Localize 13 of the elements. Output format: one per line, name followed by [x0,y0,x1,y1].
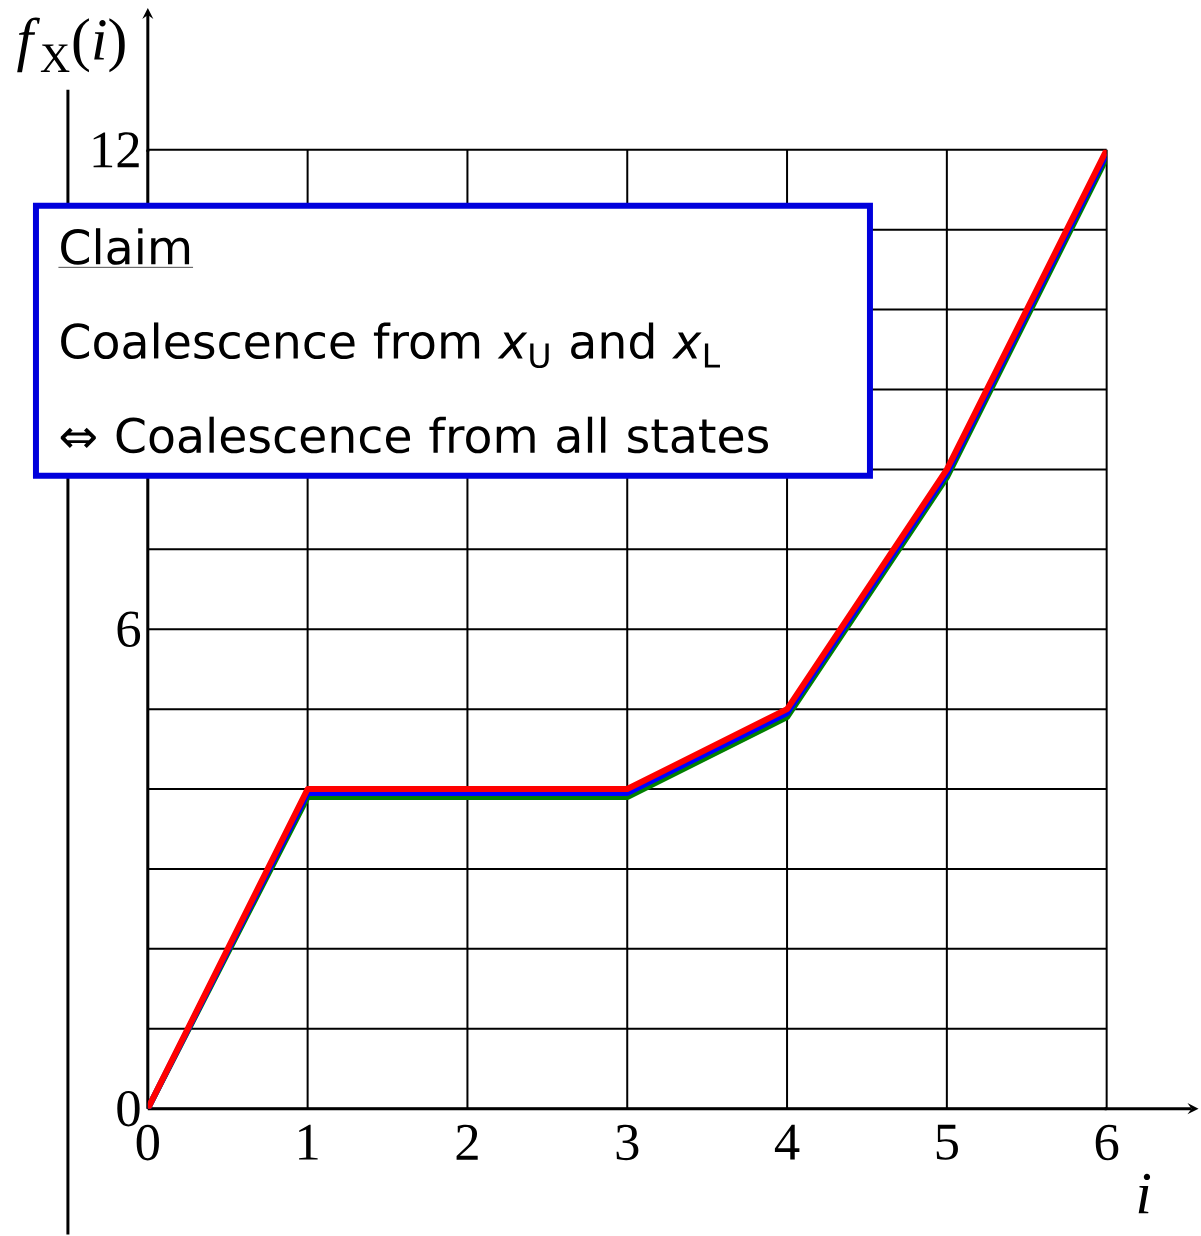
y-tick-label: 6 [117,611,141,647]
annotation: Claim [61,228,190,265]
x-tick-label: 3 [616,1124,639,1161]
annotation: ⇔ Coalescence from all states [60,416,769,454]
x-tick-label: 2 [456,1124,478,1160]
y-axis-title: f$_{X}$(i) [17,17,125,73]
x-tick-label: 4 [775,1124,800,1160]
x-tick-label: 5 [936,1124,959,1160]
annotation: Coalescence from x$_{U}$ and x$_{L}$ [61,322,721,369]
x-axis-title: i [1138,1173,1151,1214]
x-tick-label: 1 [299,1124,318,1160]
x-tick-label: 6 [1095,1124,1119,1161]
y-tick-label: 12 [93,132,139,168]
